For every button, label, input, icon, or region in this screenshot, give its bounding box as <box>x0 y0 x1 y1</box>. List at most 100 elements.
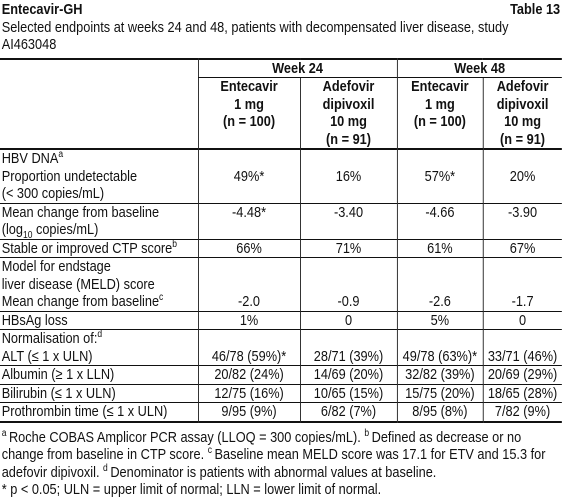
row: Proportion undetectable (< 300 copies/mL)… <box>0 167 562 204</box>
column-header-line: Adefovir <box>322 78 375 95</box>
cell: 10/65 (15%) <box>299 384 397 403</box>
row-label: Bilirubin (≤ 1 x ULN) <box>0 384 199 403</box>
column-header-line: (n = 100) <box>223 113 276 130</box>
footnote-mark: a <box>1 427 7 439</box>
cell: 12/75 (16%) <box>197 384 301 403</box>
footnote-mark: b <box>364 427 370 439</box>
row-label: Model for endstage liver disease (MELD) s… <box>0 258 198 294</box>
cell: 0 <box>299 311 397 330</box>
footnote-ref: a <box>58 149 64 160</box>
row: ALT (≤ 1 x ULN) 46/78 (59%)* 28/71 (39%) 49… <box>0 347 562 366</box>
cell: 57%* <box>396 167 483 204</box>
row: Mean change from baselinec -2.0 -0.9 -2.6 -1… <box>0 292 562 312</box>
row-label-line: Proportion undetectable <box>1 167 138 185</box>
row-label-line: Normalisation of:d <box>1 329 103 348</box>
footnote: d Denominator is patients with abnormal v… <box>103 462 436 481</box>
cell-empty <box>299 257 397 293</box>
cell-empty <box>197 149 301 168</box>
cell-empty <box>482 329 562 348</box>
row-label-line: Mean change from baselinec <box>1 292 164 311</box>
row: Normalisation of:d <box>0 329 562 348</box>
column-header-line: 10 mg <box>504 113 541 130</box>
cell: 67% <box>482 239 562 258</box>
footnote-body: Baseline mean MELD score was 17.1 for ET… <box>1 446 546 481</box>
row: Prothrombin time (≤ 1 x ULN) 9/95 (9%) 6/8… <box>0 402 562 423</box>
cell: 71% <box>299 239 397 258</box>
label-text: (log <box>1 221 23 238</box>
footnote-mark: d <box>103 462 108 474</box>
row: HBsAg loss 1% 0 5% 0 <box>0 311 562 330</box>
row-label: Stable or improved CTP scoreb <box>0 238 199 258</box>
cell: -3.90 <box>482 203 562 240</box>
footnote-ref: d <box>97 329 103 340</box>
cell: 46/78 (59%)* <box>197 347 301 366</box>
cell: 33/71 (46%) <box>482 347 562 366</box>
row-label: Mean change from baselinec <box>0 292 199 312</box>
subtitle: Selected endpoints at weeks 24 and 48, p… <box>1 18 509 54</box>
column-header-line: Adefovir <box>496 78 549 95</box>
group-header: Week 48 <box>396 57 562 78</box>
row: Mean change from baseline (log10 copies/m… <box>0 203 562 241</box>
cell-empty <box>396 149 483 168</box>
cell-empty <box>299 149 397 168</box>
cell: 1% <box>197 311 301 330</box>
cell: 0 <box>482 311 562 330</box>
cell: 7/82 (9%) <box>482 402 562 423</box>
cell: 14/69 (20%) <box>299 365 397 385</box>
row-label: ALT (≤ 1 x ULN) <box>0 347 199 366</box>
cell: 9/95 (9%) <box>197 402 301 423</box>
group-header: Week 24 <box>197 57 397 78</box>
cell: 5% <box>396 311 483 330</box>
cell: 49/78 (63%)* <box>396 347 483 366</box>
row: Albumin (≥ 1 x LLN) 20/82 (24%) 14/69 (20%… <box>0 365 562 385</box>
cell: 28/71 (39%) <box>299 347 397 366</box>
row: HBV DNAa <box>0 149 562 168</box>
column-header-line: 1 mg <box>234 95 264 113</box>
cell: 20/69 (29%) <box>482 365 562 385</box>
footnote: a Roche COBAS Amplicor PCR assay (LLOQ = … <box>1 427 361 446</box>
column-header-line: (n = 100) <box>413 113 466 130</box>
footnote-text: a Roche COBAS Amplicor PCR assay (LLOQ = … <box>1 427 555 482</box>
cell: 15/75 (20%) <box>396 384 483 403</box>
subscript: 10 <box>22 230 33 241</box>
title: Entecavir-GH <box>1 1 83 18</box>
group-row: Week 24 Week 48 <box>0 57 562 78</box>
column-header-line: (n = 91) <box>326 130 371 148</box>
row-label-line: HBsAg loss <box>1 311 68 329</box>
note: * p < 0.05; ULN = upper limit of normal;… <box>1 481 382 498</box>
column-header-line: Entecavir <box>220 78 278 95</box>
cell-empty <box>197 257 301 293</box>
row-label-line: Prothrombin time (≤ 1 x ULN) <box>1 403 168 420</box>
column-header: Adefovir dipivoxil 10 mg (n = 91) <box>482 77 562 150</box>
row: Bilirubin (≤ 1 x ULN) 12/75 (16%) 10/65 (1… <box>0 384 562 403</box>
cell: 20/82 (24%) <box>197 365 301 385</box>
row-label-line: Stable or improved CTP scoreb <box>1 238 177 257</box>
row-label: Normalisation of:d <box>0 330 198 348</box>
row-label-line: (log10 copies/mL) <box>1 221 196 241</box>
table-number: Table 13 <box>510 1 561 18</box>
row-label-line: HBV DNAa <box>1 149 64 168</box>
column-header-line: dipivoxil <box>496 95 549 113</box>
footnotes: a Roche COBAS Amplicor PCR assay (LLOQ = … <box>0 423 556 498</box>
column-header-line: 10 mg <box>330 113 367 130</box>
row-label-line: Bilirubin (≤ 1 x ULN) <box>1 384 116 402</box>
column-row: Entecavir 1 mg (n = 100) Adefovir dipivoxil 1… <box>0 77 562 150</box>
cell: 49%* <box>197 167 301 204</box>
corner <box>0 57 199 78</box>
table: Week 24 Week 48 Entecavir 1 mg (n = 100) Adef… <box>0 57 562 423</box>
column-header-line: Entecavir <box>411 78 469 95</box>
header: Entecavir-GH Table 13 <box>0 0 562 19</box>
footnote-body: Defined as decrease or no change from ba… <box>1 428 522 464</box>
footnote-body: Roche COBAS Amplicor PCR assay (LLOQ = 3… <box>8 428 361 446</box>
corner <box>0 77 199 150</box>
row: Stable or improved CTP scoreb 66% 71% 61% 67… <box>0 239 562 258</box>
cell-empty <box>396 329 483 348</box>
row-label-line: (< 300 copies/mL) <box>1 185 105 202</box>
row-label: HBV DNAa <box>0 149 198 168</box>
row: Model for endstage liver disease (MELD) s… <box>0 257 562 294</box>
row-label: Proportion undetectable (< 300 copies/mL) <box>0 167 199 204</box>
cell: 8/95 (8%) <box>396 402 483 423</box>
cell: 16% <box>299 167 397 204</box>
cell: -2.0 <box>197 293 301 312</box>
